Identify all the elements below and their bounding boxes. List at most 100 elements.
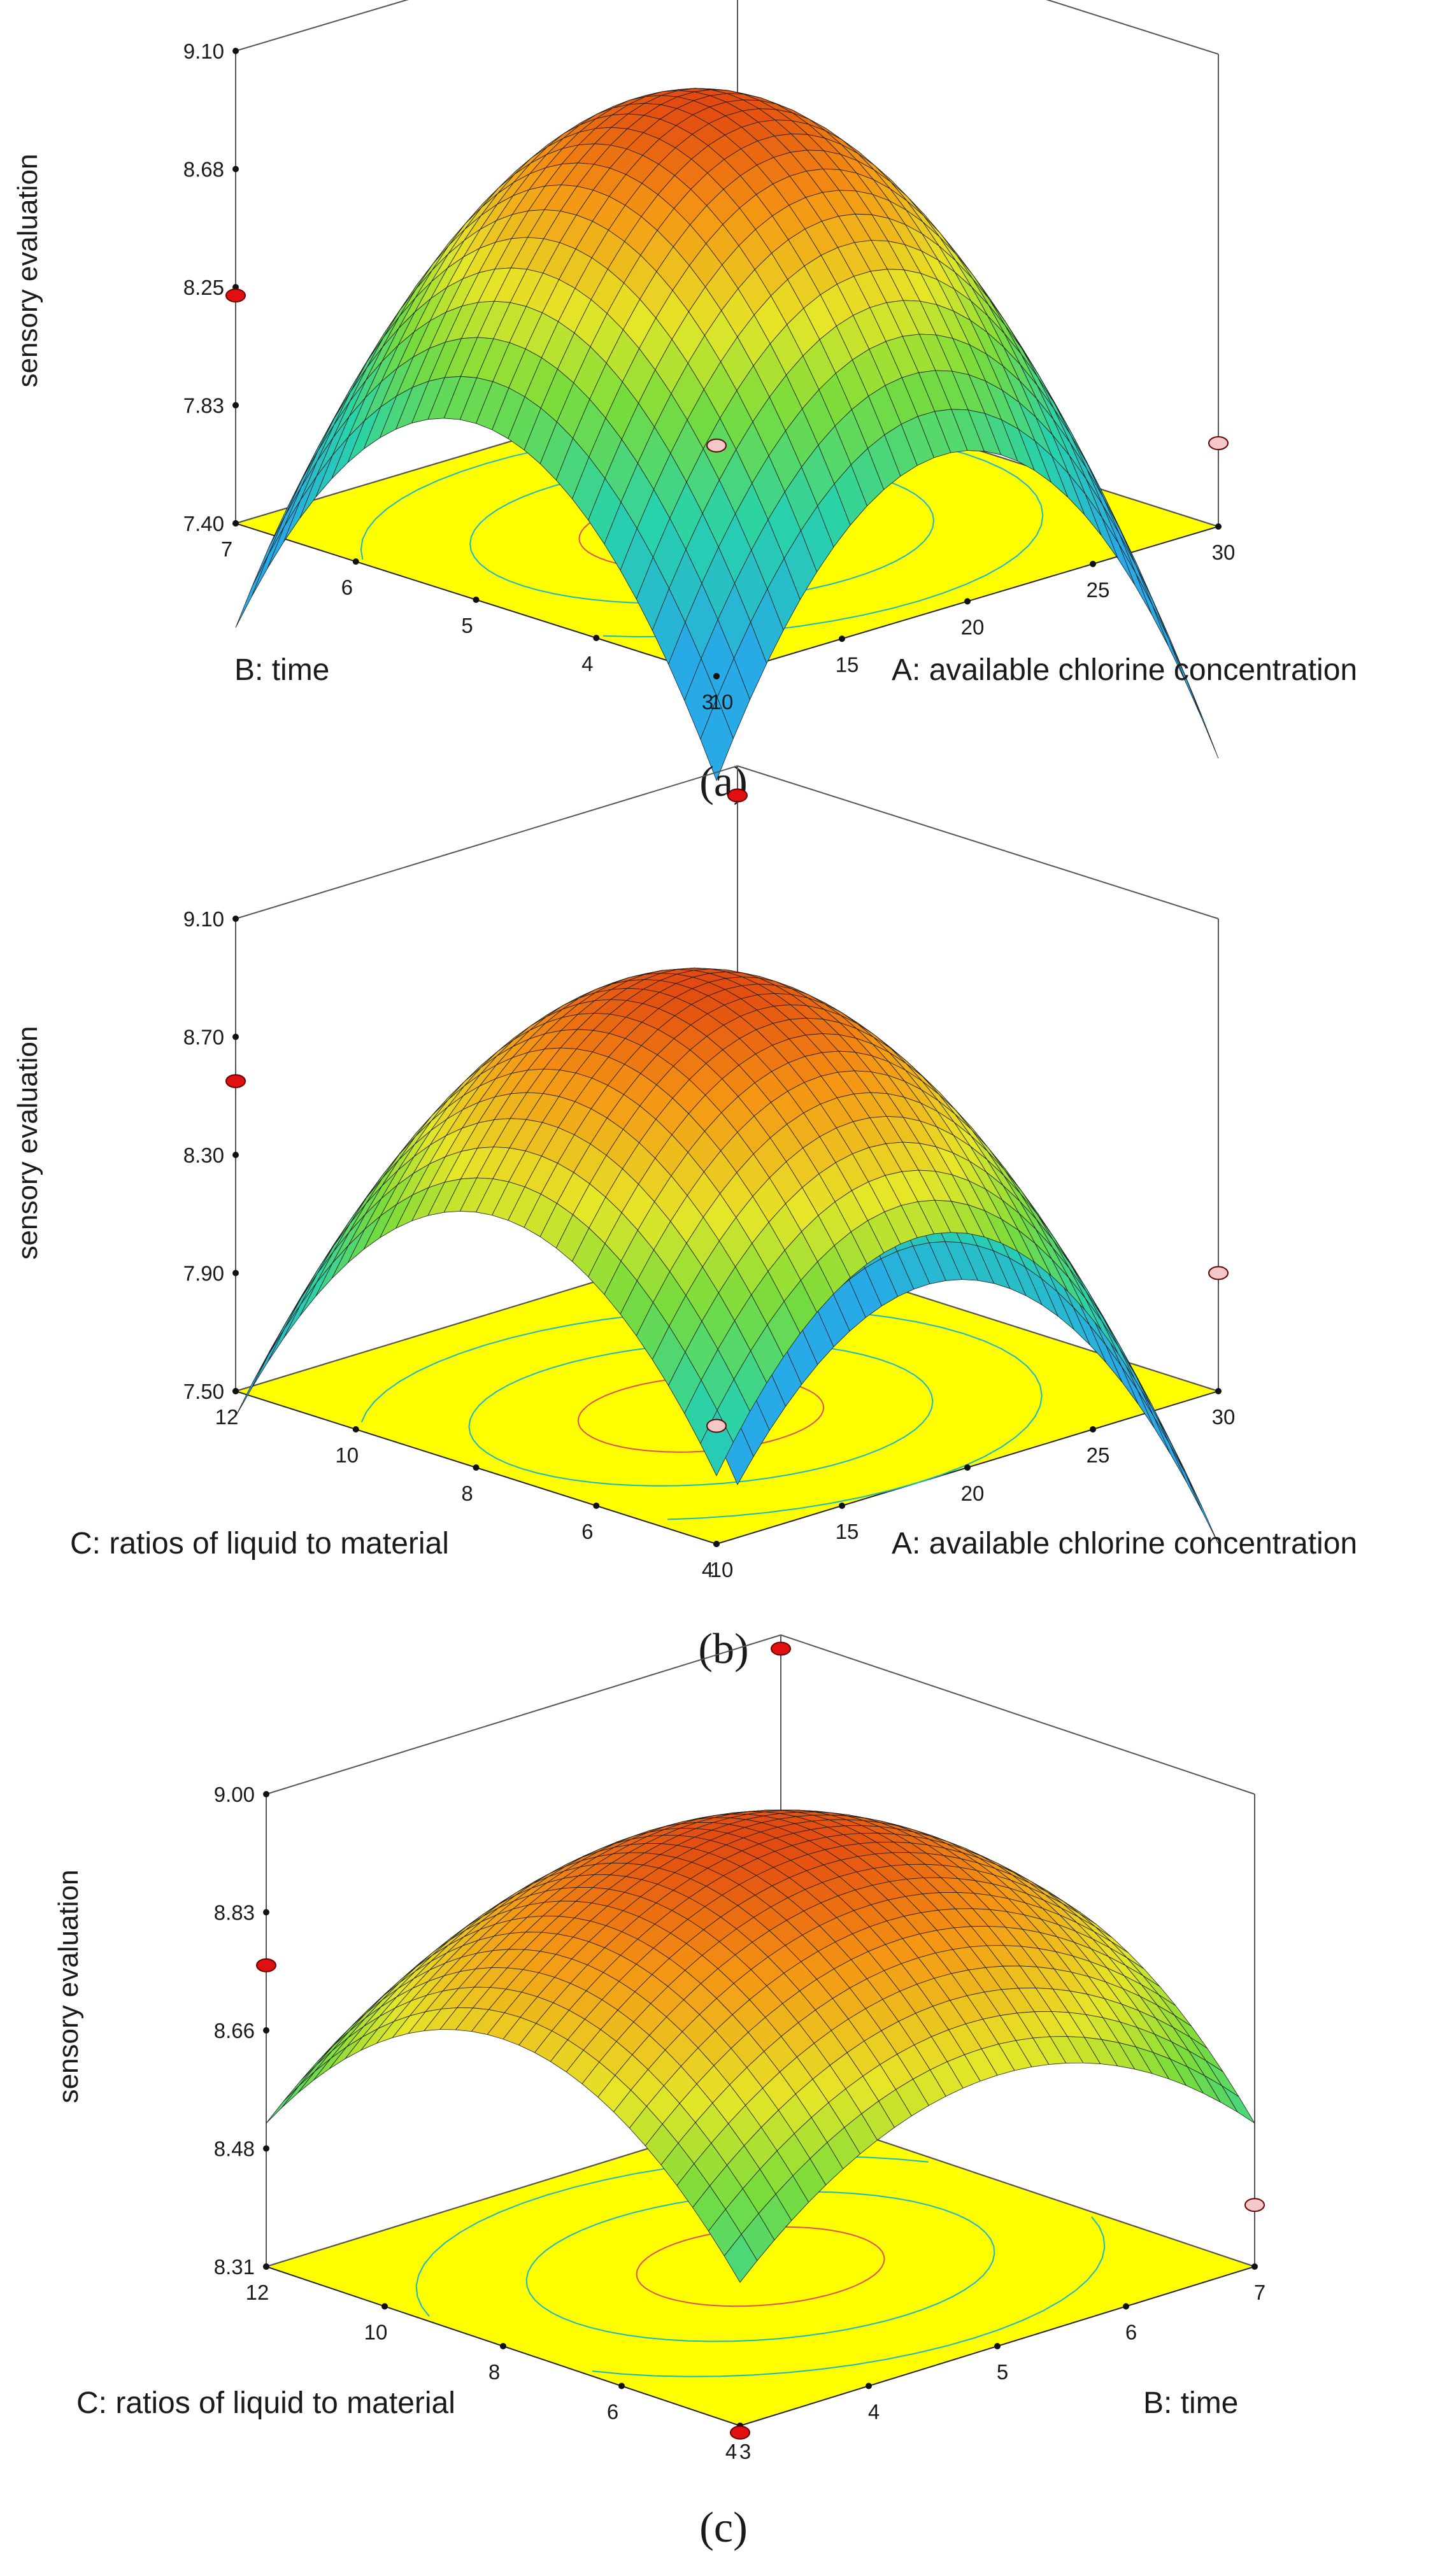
y-axis-label: C: ratios of liquid to material <box>70 1527 449 1560</box>
z-tick-label: 8.30 <box>183 1143 224 1167</box>
x-tick-dot <box>1090 560 1096 567</box>
y-tick-dot <box>500 2343 506 2349</box>
y-tick-label: 8 <box>488 2360 500 2384</box>
y-tick-dot <box>232 1388 239 1394</box>
z-tick-label: 7.40 <box>183 512 224 535</box>
z-tick-label: 9.00 <box>214 1783 255 1806</box>
x-tick-dot <box>964 598 971 605</box>
y-tick-dot <box>263 2263 269 2270</box>
y-tick-dot <box>352 558 359 565</box>
z-tick-label: 7.50 <box>183 1380 224 1403</box>
design-point <box>730 2425 750 2440</box>
x-tick-label: 15 <box>836 1520 859 1543</box>
design-point <box>225 288 246 303</box>
z-axis-label: sensory evaluation <box>53 1870 84 2104</box>
x-axis-label: A: available chlorine concentration <box>892 653 1357 687</box>
y-tick-dot <box>593 635 600 641</box>
y-axis-label: C: ratios of liquid to material <box>76 2386 455 2420</box>
y-tick-label: 4 <box>725 2440 737 2463</box>
box-edge <box>737 765 1219 919</box>
z-tick-dot <box>232 48 239 54</box>
x-tick-dot <box>839 635 845 642</box>
y-tick-dot <box>473 1464 480 1471</box>
y-tick-label: 6 <box>581 1520 593 1543</box>
design-point <box>771 1641 791 1656</box>
z-tick-dot <box>232 1033 239 1040</box>
design-point <box>1208 436 1229 451</box>
x-tick-label: 25 <box>1087 578 1110 602</box>
design-point <box>225 1074 246 1089</box>
design-point <box>706 438 727 453</box>
y-tick-label: 6 <box>607 2400 618 2424</box>
panel-a: 7.40 7.83 8.25 8.68 9.10 10 15 20 25 30 3 4 5 6 7 sens… <box>12 0 1357 805</box>
z-tick-dot <box>263 2027 269 2034</box>
y-tick-label: 7 <box>221 537 232 561</box>
panel-caption: (c) <box>699 2503 747 2551</box>
design-point <box>1208 1266 1229 1280</box>
x-axis-label: B: time <box>1143 2386 1238 2420</box>
x-tick-label: 10 <box>710 690 734 714</box>
z-tick-label: 8.70 <box>183 1026 224 1049</box>
z-tick-label: 7.90 <box>183 1262 224 1285</box>
x-tick-dot <box>1251 2263 1258 2270</box>
x-tick-label: 3 <box>739 2440 751 2463</box>
z-tick-label: 9.10 <box>183 39 224 63</box>
z-tick-dot <box>263 1791 269 1797</box>
box-edge <box>235 0 409 52</box>
z-tick-label: 8.83 <box>214 1901 255 1925</box>
y-tick-label: 4 <box>702 1558 713 1582</box>
z-tick-label: 7.83 <box>183 394 224 418</box>
x-tick-label: 20 <box>961 1482 985 1505</box>
x-axis-label: A: available chlorine concentration <box>892 1527 1357 1560</box>
y-tick-dot <box>381 2303 388 2310</box>
design-point <box>256 1958 276 1972</box>
y-tick-dot <box>232 520 239 527</box>
x-tick-label: 7 <box>1254 2281 1265 2304</box>
z-axis-label: sensory evaluation <box>12 154 43 388</box>
design-point <box>706 1419 727 1433</box>
box-edge <box>235 765 738 919</box>
x-tick-label: 15 <box>836 653 859 676</box>
y-tick-label: 6 <box>341 576 353 599</box>
z-tick-label: 8.68 <box>183 158 224 181</box>
x-tick-label: 25 <box>1087 1443 1110 1467</box>
y-tick-dot <box>713 673 720 679</box>
x-tick-dot <box>839 1503 845 1509</box>
y-tick-label: 12 <box>215 1405 239 1429</box>
y-tick-dot <box>593 1503 600 1509</box>
z-tick-label: 8.66 <box>214 2019 255 2042</box>
x-tick-label: 20 <box>961 616 985 639</box>
y-tick-dot <box>352 1426 359 1433</box>
z-tick-label: 8.48 <box>214 2137 255 2161</box>
x-tick-dot <box>994 2343 1001 2349</box>
box-edge <box>780 1634 1255 1795</box>
x-tick-label: 30 <box>1212 1405 1236 1429</box>
y-tick-dot <box>473 597 480 603</box>
x-tick-label: 4 <box>868 2400 880 2424</box>
y-tick-dot <box>618 2382 625 2389</box>
x-tick-label: 5 <box>997 2360 1008 2384</box>
z-tick-label: 9.10 <box>183 907 224 931</box>
z-tick-dot <box>263 2145 269 2152</box>
box-edge <box>266 1634 781 1795</box>
y-tick-dot <box>713 1541 720 1547</box>
y-tick-label: 3 <box>702 690 713 714</box>
y-tick-label: 10 <box>364 2321 388 2344</box>
design-point <box>1244 2198 1265 2212</box>
y-axis-label: B: time <box>234 653 329 687</box>
x-tick-dot <box>964 1464 971 1471</box>
design-point <box>727 788 748 803</box>
x-tick-dot <box>866 2382 872 2389</box>
x-tick-label: 10 <box>710 1558 734 1582</box>
z-tick-dot <box>232 1152 239 1158</box>
x-tick-dot <box>1215 1388 1222 1394</box>
x-tick-dot <box>1123 2303 1129 2310</box>
x-tick-label: 30 <box>1212 541 1236 564</box>
x-tick-dot <box>1090 1426 1096 1433</box>
z-tick-dot <box>263 1909 269 1916</box>
y-tick-label: 8 <box>461 1482 473 1505</box>
z-tick-dot <box>232 916 239 922</box>
z-tick-dot <box>232 1270 239 1277</box>
z-tick-dot <box>232 402 239 409</box>
